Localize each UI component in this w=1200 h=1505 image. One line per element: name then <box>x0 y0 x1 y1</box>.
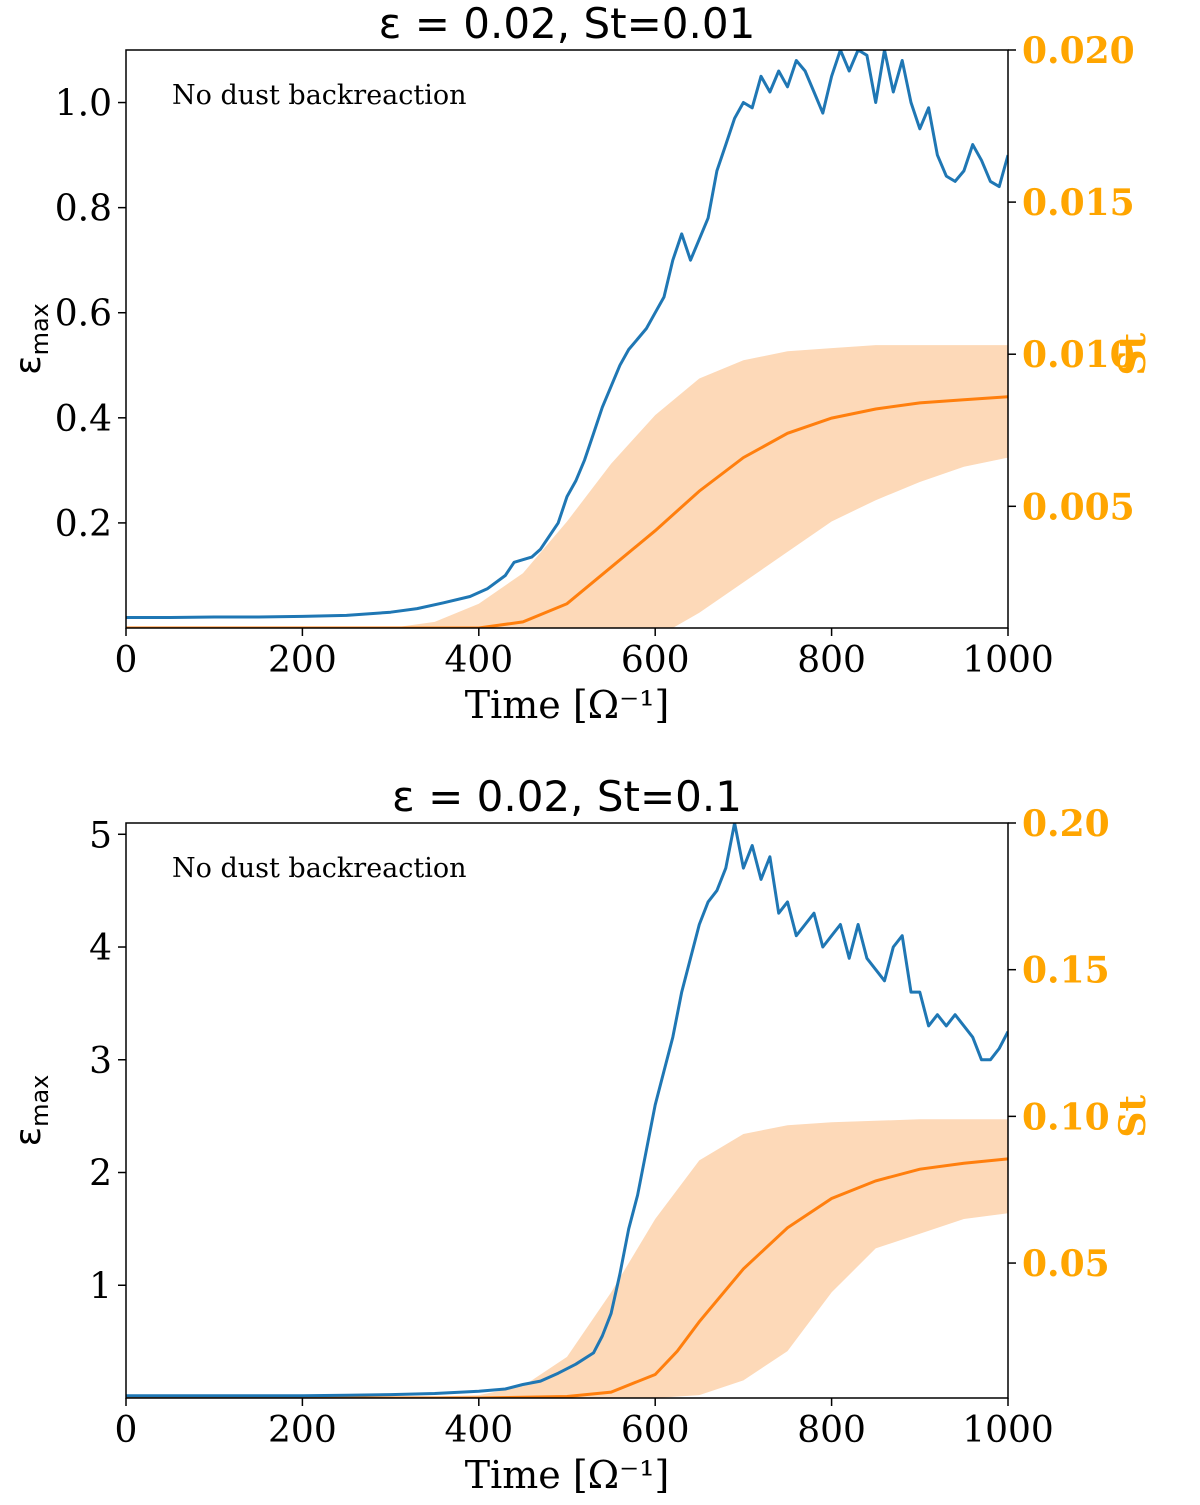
y-axis-label-symbol: ε <box>8 1127 49 1146</box>
annotation-text: No dust backreaction <box>172 853 467 884</box>
x-tick-label: 0 <box>115 640 138 681</box>
y-right-tick-label: 0.05 <box>1022 1243 1110 1285</box>
y-right-axis-label: St <box>1112 1095 1154 1138</box>
y-tick-label: 2 <box>89 1154 112 1195</box>
y-right-tick-label: 0.010 <box>1022 334 1135 376</box>
y-tick-label: 1.0 <box>55 84 112 125</box>
x-tick-label: 200 <box>268 1410 337 1451</box>
panel-top: 0 200 400 600 800 1000 0.2 0.4 0.6 0.8 1.0 0.005 0.0… <box>8 0 1154 727</box>
axes-frame <box>125 822 1009 1399</box>
x-axis-label: Time [Ω⁻¹] <box>465 683 670 727</box>
y-right-tick-label: 0.10 <box>1022 1096 1110 1138</box>
x-tick-label: 400 <box>444 640 513 681</box>
y-tick-label: 0.6 <box>55 294 112 335</box>
st-band <box>126 345 1008 628</box>
st-band <box>126 1119 1008 1398</box>
x-tick-label: 800 <box>797 640 866 681</box>
y-axis-label-symbol: ε <box>8 355 49 374</box>
plot-area <box>126 50 1008 628</box>
epsilon-max-line <box>126 823 1008 1398</box>
y-tick-label: 0.2 <box>55 504 112 545</box>
panel-bottom: 0 200 400 600 800 1000 1 2 3 4 5 0.05 0.10 0.15 0.20 ε … <box>8 772 1154 1497</box>
y-right-tick-label: 0.015 <box>1022 182 1135 224</box>
y-tick-label: 1 <box>89 1266 112 1307</box>
y-axis-label: εmax <box>8 303 54 375</box>
epsilon-max-line <box>126 50 1008 619</box>
chart-title: ε = 0.02, St=0.1 <box>392 772 742 821</box>
y-tick-label: 0.8 <box>55 189 112 230</box>
y-right-tick-label: 0.020 <box>1022 30 1135 72</box>
y-right-axis-label: St <box>1112 333 1154 376</box>
x-axis-label: Time [Ω⁻¹] <box>465 1453 670 1497</box>
y-axis-label-subscript: max <box>26 303 54 355</box>
st-mean-line <box>126 395 1008 628</box>
y-right-tick-label: 0.20 <box>1022 803 1110 845</box>
y-axis-label-subscript: max <box>26 1075 54 1127</box>
x-tick-label: 0 <box>115 1410 138 1451</box>
axes-frame <box>125 49 1009 629</box>
x-tick-label: 1000 <box>962 1410 1054 1451</box>
y-tick-label: 3 <box>89 1041 112 1082</box>
x-tick-label: 800 <box>797 1410 866 1451</box>
annotation-text: No dust backreaction <box>172 80 467 111</box>
x-tick-label: 1000 <box>962 640 1054 681</box>
x-tick-label: 600 <box>621 1410 690 1451</box>
y-right-tick-label: 0.005 <box>1022 486 1135 528</box>
y-right-tick-label: 0.15 <box>1022 950 1110 992</box>
x-tick-label: 400 <box>444 1410 513 1451</box>
chart-title: ε = 0.02, St=0.01 <box>379 0 756 48</box>
y-tick-label: 4 <box>89 928 112 969</box>
y-tick-label: 0.4 <box>55 399 112 440</box>
y-tick-label: 5 <box>89 815 112 856</box>
y-axis-label: εmax <box>8 1075 54 1147</box>
x-tick-label: 200 <box>268 640 337 681</box>
st-mean-line <box>126 1157 1008 1398</box>
x-tick-label: 600 <box>621 640 690 681</box>
plot-area <box>126 823 1008 1398</box>
